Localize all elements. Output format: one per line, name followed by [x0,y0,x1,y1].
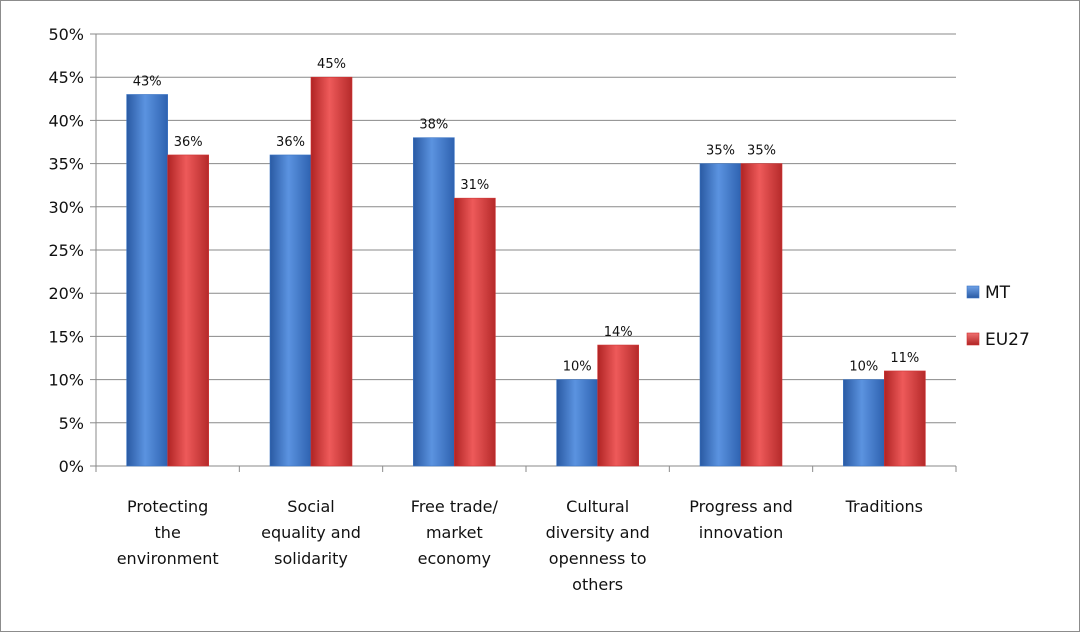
data-label: 35% [706,144,735,159]
category-label: the [155,523,181,542]
y-tick-label: 35% [48,155,84,174]
data-label: 35% [747,144,776,159]
category-label: Traditions [845,497,923,516]
bar-mt-5 [843,379,885,467]
bar-mt-2 [413,137,455,467]
data-label: 11% [890,351,919,366]
category-label: market [426,523,483,542]
category-label: diversity and [546,523,650,542]
category-label: Progress and [689,497,792,516]
data-label: 43% [133,74,162,89]
y-tick-label: 15% [48,327,84,346]
data-label: 31% [460,178,489,193]
legend-swatch-eu27 [966,332,980,346]
y-tick-label: 45% [48,68,84,87]
category-label: innovation [699,523,783,542]
category-label: Social [287,497,334,516]
category-label: solidarity [274,549,348,568]
data-label: 14% [604,325,633,340]
bar-eu27-3 [597,344,639,467]
y-tick-label: 5% [59,414,84,433]
data-label: 10% [849,360,878,375]
legend: MT EU27 [966,283,1030,350]
legend-swatch-mt [966,285,980,299]
data-labels: 43% 36% 36% 45% 38% 31% 10% 14% 35% 35% 10% 11% [133,57,920,374]
legend-label-eu27: EU27 [985,330,1030,350]
category-label: others [572,575,623,594]
bar-eu27-0 [167,154,209,467]
category-label: economy [418,549,491,568]
category-label: Free trade/ [411,497,499,516]
bar-eu27-2 [454,197,496,467]
data-label: 10% [563,360,592,375]
category-label: Protecting [127,497,208,516]
bar-mt-0 [126,94,168,467]
y-tick-label: 40% [48,111,84,130]
data-label: 36% [174,135,203,150]
y-tick-label: 50% [48,25,84,44]
data-label: 45% [317,57,346,72]
legend-label-mt: MT [985,283,1011,303]
bar-eu27-5 [884,370,926,467]
y-tick-label: 30% [48,198,84,217]
bars [126,76,926,467]
category-label: environment [117,549,219,568]
category-label: openness to [549,549,647,568]
bar-eu27-1 [310,76,353,467]
category-labels: Protecting the environment Social equality a… [117,497,923,594]
y-tick-label: 10% [48,371,84,390]
data-label: 38% [419,118,448,133]
y-tick-labels: 0% 5% 10% 15% 20% 25% 30% 35% 40% 45% 50% [48,25,84,476]
data-label: 36% [276,135,305,150]
axes [90,33,957,472]
gridlines [96,33,956,424]
y-tick-label: 25% [48,241,84,260]
y-tick-label: 20% [48,284,84,303]
category-label: Cultural [566,497,629,516]
bar-mt-3 [556,379,598,467]
bar-eu27-4 [740,163,783,467]
y-tick-label: 0% [59,457,84,476]
bar-mt-1 [269,154,312,467]
bar-mt-4 [699,163,742,467]
category-label: equality and [261,523,361,542]
